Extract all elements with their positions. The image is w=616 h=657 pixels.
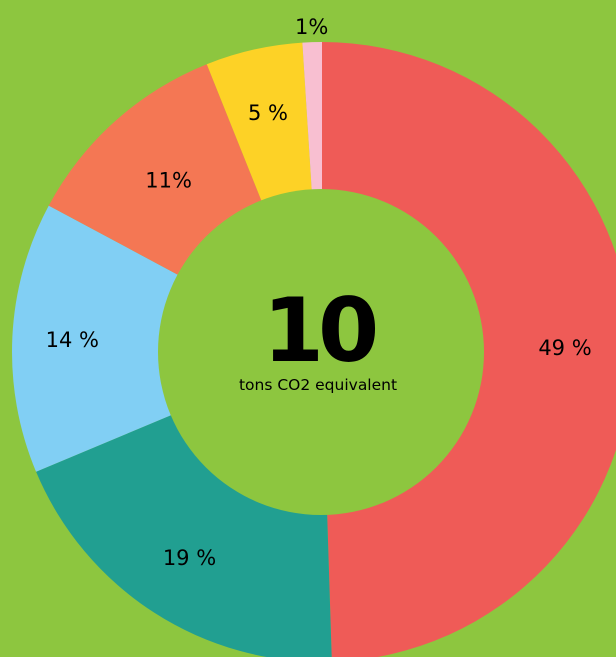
center-unit-label: tons CO2 equivalent [239,376,397,394]
slice-label-2: 19 % [163,546,216,570]
slice-label-3: 14 % [46,328,99,352]
slice-label-4: 11% [145,169,192,193]
center-total-value: 10 [263,279,376,382]
donut-hole [158,189,484,515]
slice-label-5: 5 % [248,101,288,125]
slice-labels-group: 49 % 19 % 14 % 11% 5 % 1% [46,15,592,570]
slice-label-1: 49 % [538,336,591,360]
slice-label-6: 1% [295,15,328,39]
